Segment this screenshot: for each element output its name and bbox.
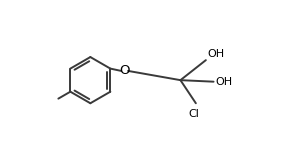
Text: O: O <box>119 64 129 77</box>
Text: OH: OH <box>215 77 232 87</box>
Text: Cl: Cl <box>189 109 200 119</box>
Text: OH: OH <box>207 49 224 59</box>
